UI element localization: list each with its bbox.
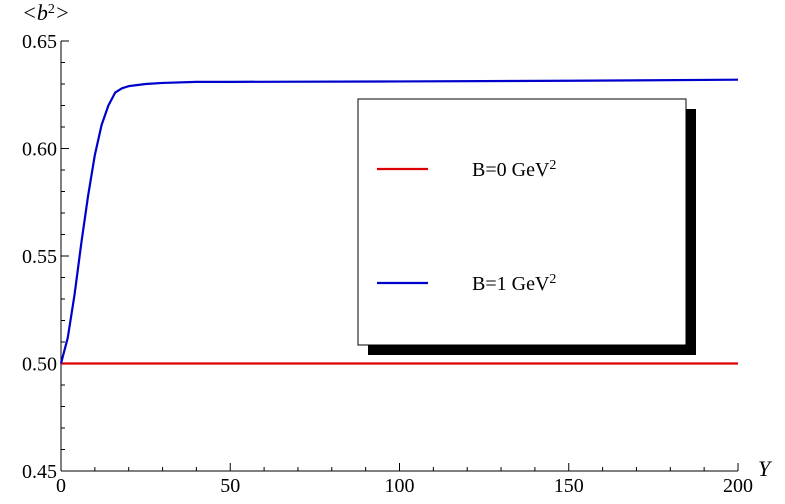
y-tick-label: 0.50 [22,354,57,376]
y-tick-label: 0.65 [22,31,57,53]
y-tick-label: 0.45 [22,461,57,483]
legend-box [357,98,687,346]
x-axis-label: Y [758,456,773,481]
legend-label-2: B=1 GeV2 [472,272,556,296]
y-axis-label: <b2> [22,0,70,25]
x-tick-label: 50 [220,475,240,497]
x-tick-label: 150 [554,475,584,497]
legend-label-1: B=0 GeV2 [472,158,556,182]
x-tick-label: 0 [56,475,66,497]
y-axis-label-sup: 2 [48,2,55,17]
x-tick-label: 100 [385,475,415,497]
y-axis-label-close: > [55,0,70,25]
legend-label-sup: 2 [549,158,556,173]
legend-label-text: B=0 GeV [472,159,550,181]
axes: 0 50 100 150 200 0.45 0.50 0.55 0.60 0.65 [22,31,753,497]
y-tick-label: 0.60 [22,139,57,161]
legend-label-sup: 2 [549,272,556,287]
y-tick-label: 0.55 [22,246,57,268]
legend-label-text: B=1 GeV [472,273,550,295]
y-axis-label-var: b [37,0,48,25]
y-axis-label-open: < [22,0,37,25]
series-line-2 [59,78,739,364]
series-layer [59,78,739,365]
x-tick-label: 200 [723,475,753,497]
